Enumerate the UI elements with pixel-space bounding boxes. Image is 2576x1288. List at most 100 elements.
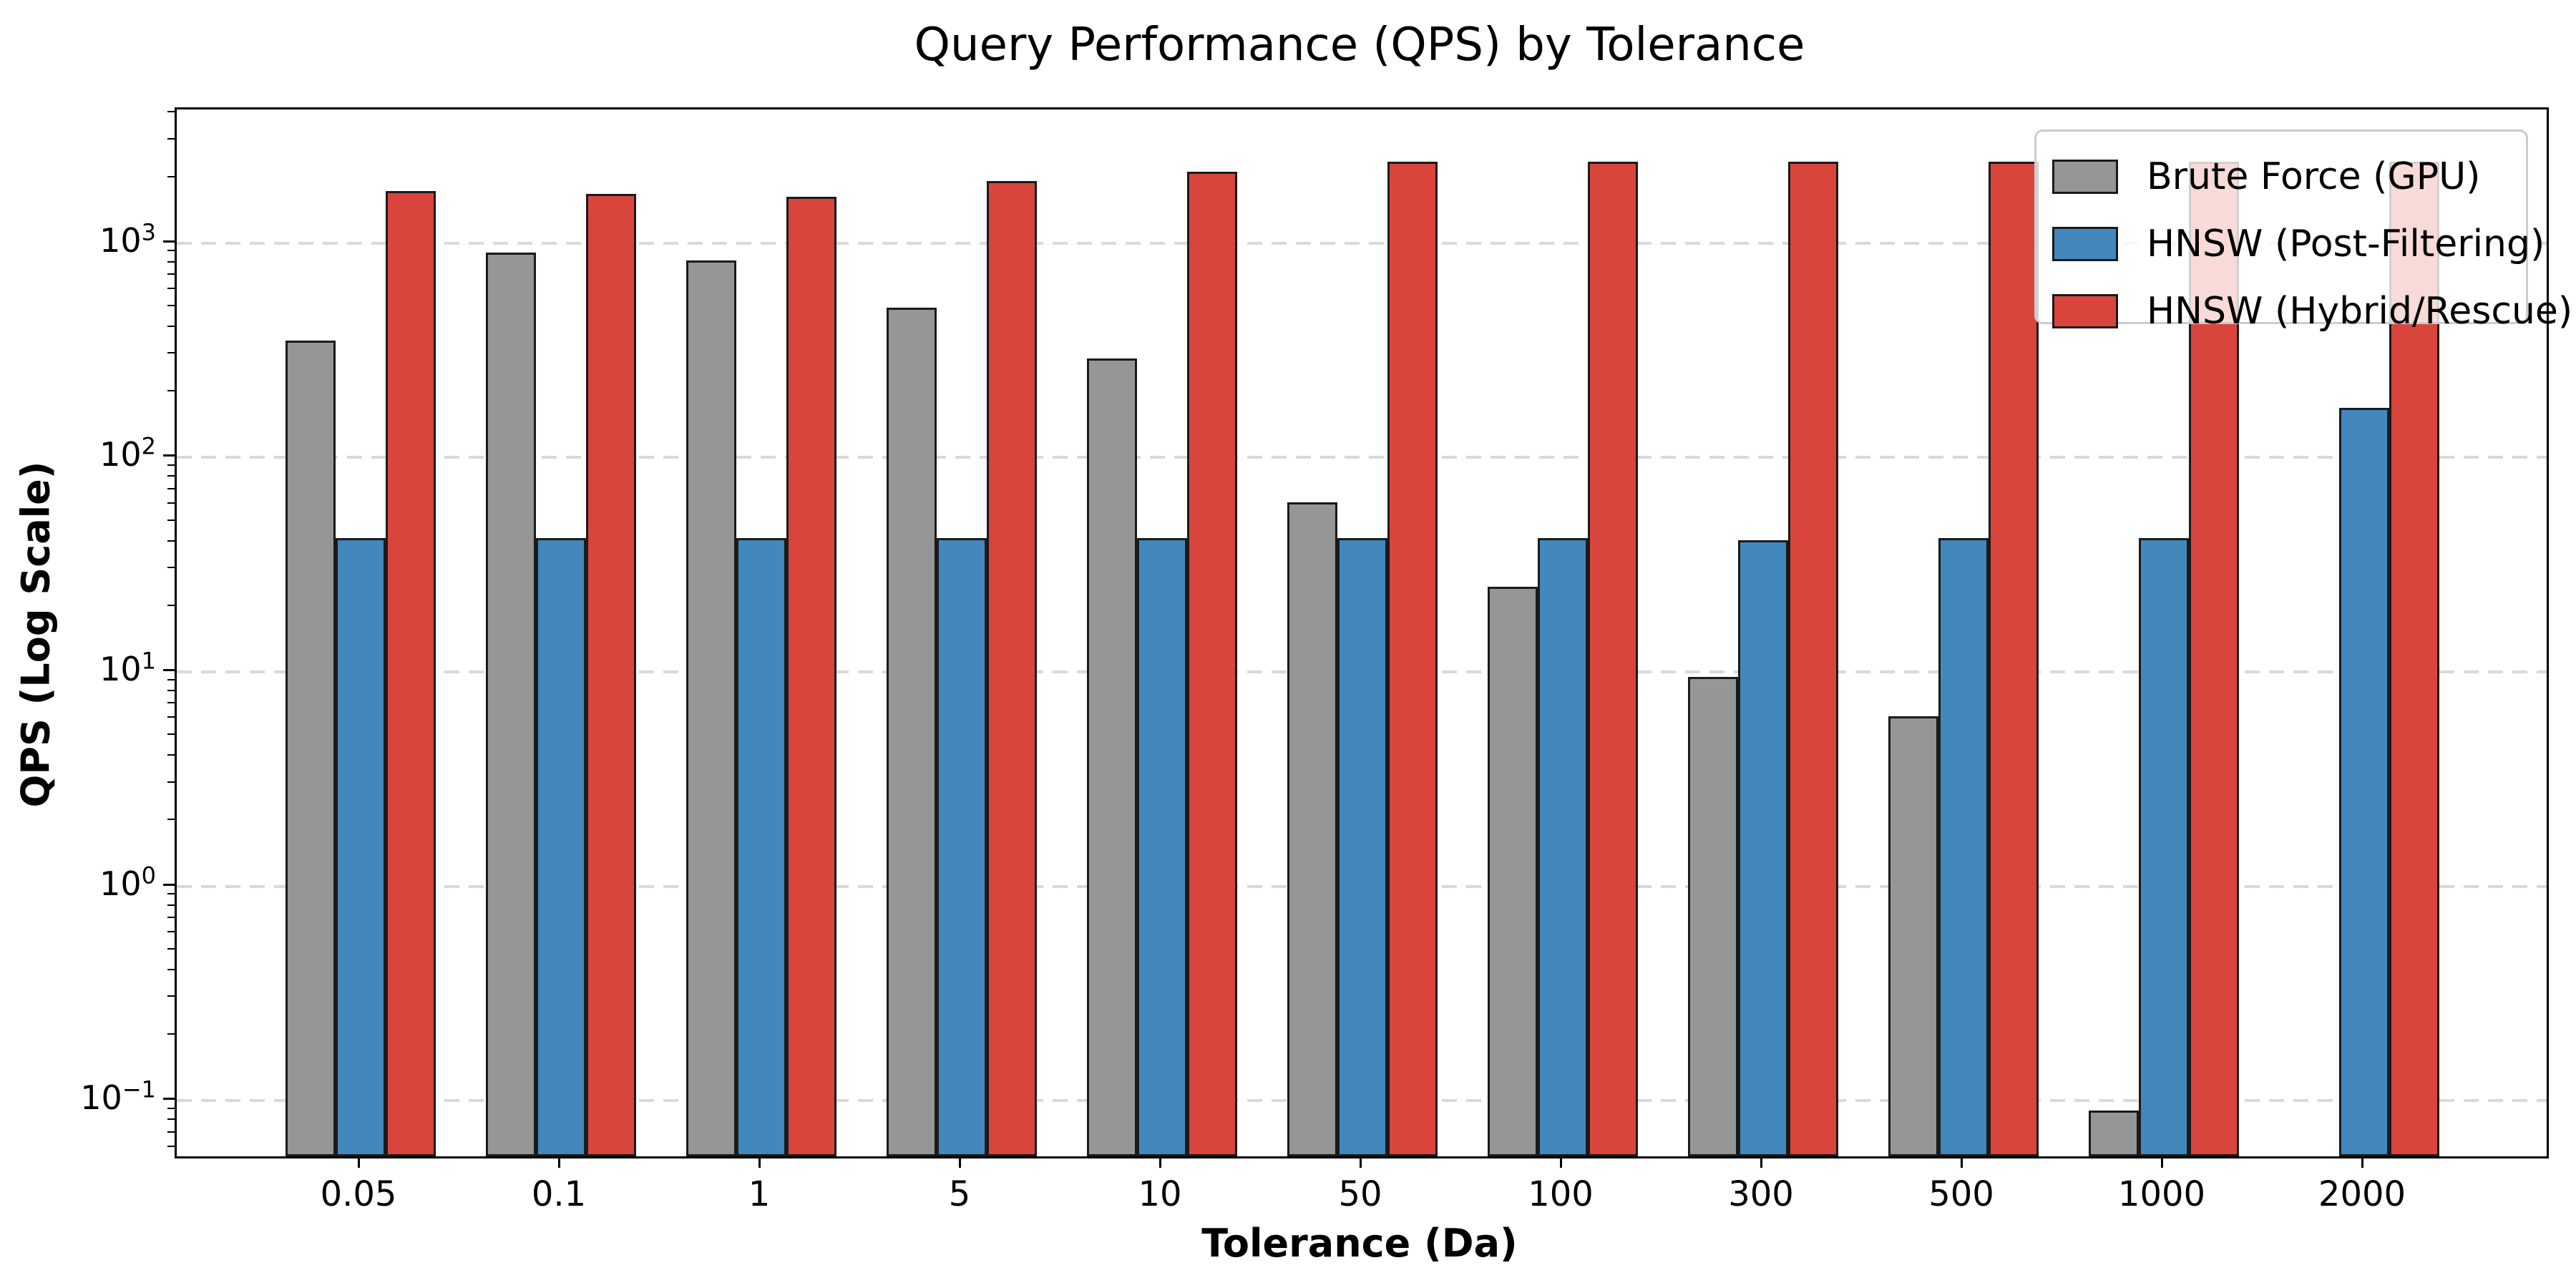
y-major-tick <box>163 240 175 243</box>
y-minor-tick <box>167 604 175 606</box>
y-minor-tick <box>167 1033 175 1035</box>
y-minor-tick <box>167 352 175 354</box>
x-tick-label: 50 <box>1338 1174 1382 1214</box>
bar-brute-force-gpu <box>1688 676 1738 1156</box>
y-minor-tick <box>167 1145 175 1147</box>
y-major-tick <box>163 883 175 886</box>
y-major-tick <box>163 1098 175 1101</box>
bar-hnsw-post-filtering <box>1137 538 1187 1156</box>
y-minor-tick <box>167 716 175 718</box>
y-tick-label: 102 <box>99 433 156 474</box>
y-minor-tick <box>167 893 175 895</box>
bar-brute-force-gpu <box>1888 716 1938 1156</box>
bar-hnsw-hybrid-rescue <box>1588 161 1638 1156</box>
legend-item: Brute Force (GPU) <box>2052 150 2512 203</box>
legend-swatch-gray <box>2052 160 2118 194</box>
y-minor-tick <box>167 904 175 906</box>
x-tick <box>1961 1156 1963 1168</box>
bar-brute-force-gpu <box>1087 358 1137 1156</box>
y-major-tick <box>163 454 175 457</box>
x-tick-label: 10 <box>1138 1174 1182 1214</box>
bar-hnsw-hybrid-rescue <box>1387 161 1438 1156</box>
legend: Brute Force (GPU) HNSW (Post-Filtering) HN… <box>2034 130 2572 333</box>
bar-hnsw-hybrid-rescue <box>586 193 636 1156</box>
y-minor-tick <box>167 464 175 467</box>
y-major-tick <box>163 668 175 671</box>
y-minor-tick <box>167 111 175 113</box>
y-minor-tick <box>167 325 175 327</box>
bar-hnsw-post-filtering <box>937 538 987 1156</box>
bar-brute-force-gpu <box>2089 1110 2139 1156</box>
bar-hnsw-post-filtering <box>1938 538 1989 1156</box>
y-minor-tick <box>167 917 175 918</box>
bar-hnsw-hybrid-rescue <box>1187 172 1237 1156</box>
bar-hnsw-post-filtering <box>1738 540 1788 1156</box>
bar-hnsw-post-filtering <box>2139 538 2189 1156</box>
bar-hnsw-hybrid-rescue <box>1788 161 1838 1156</box>
y-minor-tick <box>167 519 175 521</box>
x-axis-label: Tolerance (Da) <box>1201 1221 1518 1266</box>
chart-title: Query Performance (QPS) by Tolerance <box>914 19 1805 72</box>
y-minor-tick <box>167 678 175 680</box>
y-minor-tick <box>167 304 175 306</box>
y-minor-tick <box>167 1131 175 1133</box>
x-tick-label: 2000 <box>2318 1174 2406 1214</box>
y-minor-tick <box>167 502 175 504</box>
legend-item: HNSW (Hybrid/Rescue) <box>2052 285 2572 338</box>
legend-item: HNSW (Post-Filtering) <box>2052 218 2545 270</box>
y-minor-tick <box>167 475 175 477</box>
bar-hnsw-hybrid-rescue <box>987 180 1037 1156</box>
bar-brute-force-gpu <box>286 341 336 1156</box>
bar-brute-force-gpu <box>486 253 536 1156</box>
y-gridline <box>177 241 2547 245</box>
y-minor-tick <box>167 567 175 569</box>
x-tick <box>2161 1156 2163 1168</box>
y-minor-tick <box>167 968 175 970</box>
x-tick <box>558 1156 560 1168</box>
y-minor-tick <box>167 137 175 140</box>
x-tick-label: 0.05 <box>320 1174 397 1214</box>
y-tick-label: 100 <box>99 862 156 903</box>
x-tick-label: 1000 <box>2117 1174 2206 1214</box>
y-minor-tick <box>167 540 175 542</box>
bar-brute-force-gpu <box>887 307 937 1156</box>
bar-hnsw-hybrid-rescue <box>1989 161 2039 1156</box>
x-tick <box>1560 1156 1562 1168</box>
x-tick <box>1760 1156 1762 1168</box>
bar-hnsw-post-filtering <box>1337 538 1387 1156</box>
legend-label: Brute Force (GPU) <box>2147 155 2481 198</box>
y-minor-tick <box>167 390 175 392</box>
y-tick-label: 103 <box>99 218 156 260</box>
y-minor-tick <box>167 733 175 736</box>
y-tick-label: 10−1 <box>80 1075 156 1118</box>
x-tick <box>2361 1156 2363 1168</box>
y-minor-tick <box>167 819 175 821</box>
bar-brute-force-gpu <box>1287 502 1337 1156</box>
bar-hnsw-hybrid-rescue <box>386 190 436 1156</box>
y-minor-tick <box>167 260 175 263</box>
x-tick <box>959 1156 961 1168</box>
x-tick-label: 500 <box>1928 1174 1994 1214</box>
x-tick-label: 300 <box>1728 1174 1794 1214</box>
legend-label: HNSW (Hybrid/Rescue) <box>2147 290 2573 333</box>
bar-hnsw-post-filtering <box>2339 408 2389 1156</box>
y-minor-tick <box>167 947 175 950</box>
y-minor-tick <box>167 931 175 933</box>
x-tick-label: 0.1 <box>531 1174 587 1214</box>
x-tick <box>758 1156 761 1168</box>
y-minor-tick <box>167 273 175 275</box>
y-minor-tick <box>167 702 175 704</box>
bar-hnsw-post-filtering <box>536 538 586 1156</box>
y-minor-tick <box>167 288 175 290</box>
y-minor-tick <box>167 250 175 252</box>
bar-hnsw-hybrid-rescue <box>786 196 836 1156</box>
y-minor-tick <box>167 781 175 783</box>
legend-swatch-red <box>2052 294 2118 328</box>
x-tick <box>1159 1156 1161 1168</box>
x-tick <box>1360 1156 1362 1168</box>
x-tick-label: 1 <box>748 1174 771 1214</box>
legend-swatch-blue <box>2052 227 2118 261</box>
y-minor-tick <box>167 754 175 756</box>
y-minor-tick <box>167 690 175 691</box>
y-minor-tick <box>167 1107 175 1109</box>
